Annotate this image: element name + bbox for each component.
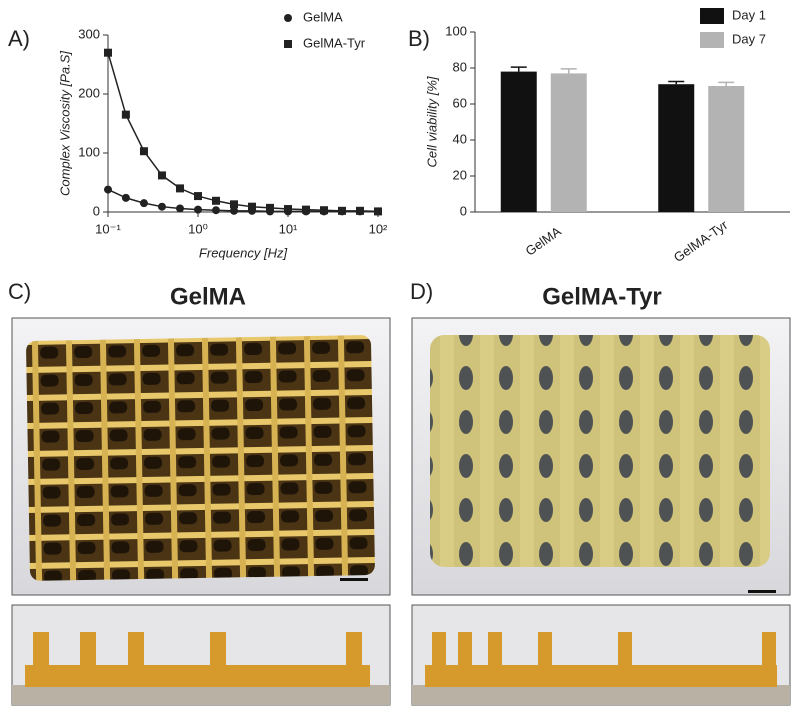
marker: [284, 14, 292, 22]
error-bar: [668, 80, 685, 85]
marker: [230, 206, 239, 215]
photo-c-side: [11, 604, 391, 706]
marker: [230, 200, 239, 209]
marker: [121, 193, 130, 202]
y-tick-label: 200: [78, 85, 100, 100]
marker: [212, 196, 221, 205]
y-tick-label: 60: [453, 95, 467, 110]
legend-label: Day 1: [732, 7, 766, 22]
marker: [194, 192, 202, 201]
marker: [337, 206, 346, 215]
legend-label: Day 7: [732, 31, 766, 46]
marker: [320, 206, 329, 215]
photo-d: [411, 317, 791, 596]
photo-title: GelMA-Tyr: [542, 283, 662, 310]
marker: [266, 203, 275, 212]
marker: [176, 184, 185, 193]
panel-label: A): [8, 26, 30, 51]
marker: [302, 205, 311, 214]
y-tick-label: 40: [453, 131, 467, 146]
error-bar: [510, 66, 527, 72]
y-tick-label: 20: [453, 167, 467, 182]
marker: [176, 204, 185, 213]
legend-swatch: [700, 32, 724, 48]
panel-label: C): [8, 279, 31, 304]
series-line: [107, 52, 379, 213]
error-bar: [560, 68, 577, 74]
marker: [139, 199, 148, 208]
x-axis-label: Frequency [Hz]: [199, 245, 288, 260]
error-bar: [718, 81, 735, 86]
bar: [708, 86, 745, 212]
x-tick-label: GelMA-Tyr: [671, 217, 731, 265]
photo-title: GelMA: [170, 283, 246, 310]
marker: [157, 171, 166, 180]
bar: [550, 73, 587, 213]
y-axis-label: Complex Viscosity [Pa.S]: [57, 51, 72, 196]
y-tick-label: 100: [78, 144, 100, 159]
x-tick-label: GelMA: [523, 223, 564, 258]
y-tick-label: 300: [78, 26, 100, 41]
marker: [139, 147, 148, 156]
photo-d-side: [411, 604, 791, 706]
panel-label: B): [408, 26, 430, 51]
legend-label: GelMA-Tyr: [303, 35, 366, 50]
marker: [104, 48, 112, 57]
panel-label: D): [410, 279, 433, 304]
x-tick-label: 10⁰: [188, 221, 208, 236]
marker: [104, 185, 112, 194]
marker: [374, 207, 382, 216]
y-axis-label: Cell viability [%]: [424, 76, 439, 167]
marker: [247, 202, 256, 211]
y-tick-label: 100: [445, 23, 467, 38]
marker: [284, 40, 292, 48]
marker: [212, 206, 221, 215]
series-line: [107, 188, 378, 213]
bar: [500, 71, 537, 212]
marker: [356, 206, 365, 215]
marker: [284, 205, 292, 214]
x-tick-label: 10⁻¹: [95, 221, 121, 236]
x-tick-label: 10¹: [279, 221, 298, 236]
x-tick-label: 10²: [369, 221, 388, 236]
photo-c: [11, 317, 391, 596]
marker: [157, 202, 166, 211]
marker: [194, 205, 202, 214]
marker: [121, 110, 130, 119]
bar: [658, 84, 695, 212]
legend-swatch: [700, 8, 724, 24]
legend-label: GelMA: [303, 9, 343, 24]
y-tick-label: 0: [93, 203, 100, 218]
y-tick-label: 80: [453, 59, 467, 74]
y-tick-label: 0: [460, 203, 467, 218]
